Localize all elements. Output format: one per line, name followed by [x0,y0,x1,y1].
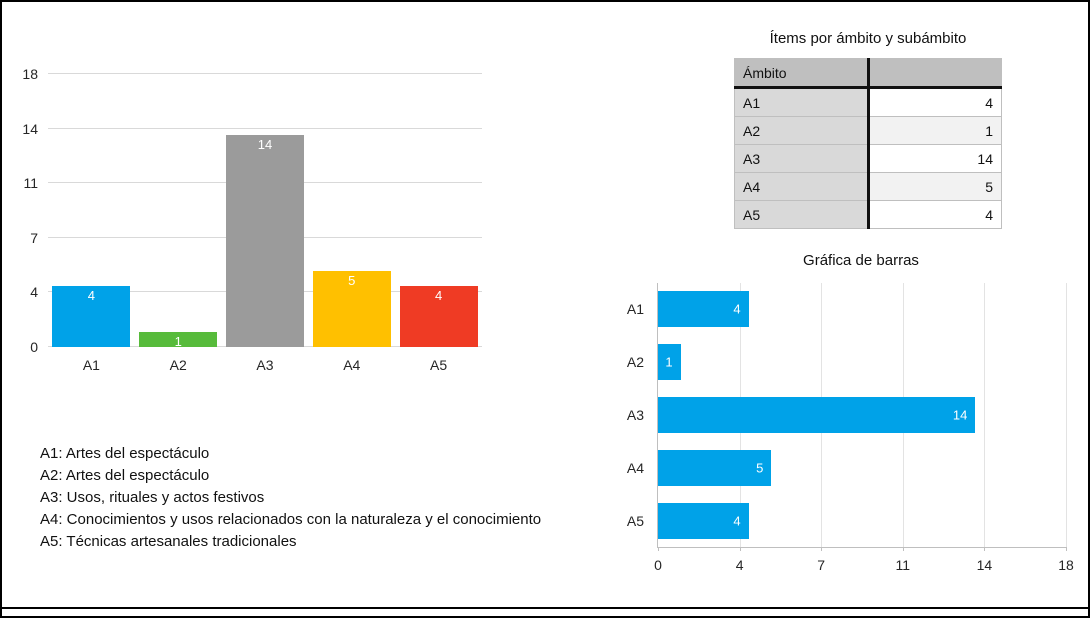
bar-slot: 4 [48,74,135,347]
table-header-row: Ámbito [734,58,1002,89]
y-axis-tick-label: 0 [30,339,38,355]
bar-row: A2 1 [627,336,1066,389]
bar-A4: 5 [312,271,391,347]
y-axis-tick-label: 11 [23,175,38,192]
bar-row: A4 5 [627,441,1066,494]
axis-tick-mark [821,547,823,551]
legend-line: A3: Usos, rituales y actos festivos [40,489,265,506]
bar-row: A5 4 [627,494,1066,547]
x-axis-category-labels: A1 A2 A3 A4 A5 [48,357,482,373]
table-cell-count: 4 [868,87,1002,117]
bar-value-label: 5 [756,460,764,476]
x-axis-tick-label: 0 [654,557,662,573]
bar-A1: 4 [658,291,749,328]
table-cell-ambito: A5 [734,200,870,229]
table-header-count [868,58,1002,89]
x-axis-tick-label: 18 [1058,557,1074,573]
horizontal-bar-chart: 0 4 7 11 14 18 A1 4 A2 1 A3 14 A4 5 A5 4 [627,283,1074,573]
bar-row: A3 14 [627,389,1066,442]
y-axis-category-label: A2 [626,354,644,371]
gridline [48,127,482,129]
y-axis-category-label: A4 [626,459,644,476]
bar-slot: 14 [222,74,309,347]
bar-A2: 1 [658,344,681,381]
y-axis-category-label: A3 [626,406,644,423]
axis-tick-mark [902,547,904,551]
bar-value-label: 5 [348,273,356,289]
horizontal-chart-title: Gráfica de barras [803,252,919,269]
table-row: A1 4 [734,87,1002,117]
table-cell-count: 1 [868,116,1002,145]
bar-row: A1 4 [627,283,1066,336]
legend-line: A2: Artes del espectáculo [40,467,210,484]
bar-value-label: 1 [174,333,182,349]
x-axis-tick-label: A5 [430,357,448,373]
bar-value-label: 4 [733,513,741,529]
bar-A4: 5 [658,449,772,486]
bottom-divider-line [2,607,1088,609]
bar-value-label: 14 [257,136,273,152]
legend-line: A1: Artes del espectáculo [40,445,210,462]
table-row: A4 5 [734,172,1002,201]
table-row: A5 4 [734,200,1002,229]
bar-A5: 4 [399,286,478,347]
y-axis-tick-label: 7 [30,229,38,246]
gridline [1066,283,1067,547]
table-cell-ambito: A3 [734,144,870,173]
bar-value-label: 1 [665,354,673,370]
bar-slot: 5 [308,74,395,347]
x-axis-tick-label: 11 [895,557,911,573]
bar-A3: 14 [225,134,304,347]
axis-tick-mark [658,547,659,551]
bar-slot: 4 [395,74,482,347]
axis-tick-mark [739,547,741,551]
bar-slot: 1 [135,74,222,349]
bar-value-label: 4 [87,288,95,304]
table-cell-ambito: A2 [734,116,870,145]
bar-A2: 1 [139,331,218,349]
bar-value-label: 4 [434,288,443,304]
bar-A1: 4 [52,286,131,347]
y-axis-category-label: A1 [626,301,644,318]
x-axis-tick-label: 7 [817,557,826,573]
bars-row: 4 1 14 5 4 [48,74,482,349]
x-axis-tick-label: A2 [169,357,187,373]
bar-A5: 4 [658,502,749,539]
axis-tick-mark [1066,547,1067,551]
bar-value-label: 4 [733,301,741,317]
table-cell-ambito: A1 [734,87,870,117]
legend-line: A4: Conocimientos y usos relacionados co… [40,511,542,528]
y-axis-tick-label: 4 [30,284,38,301]
table-row: A3 14 [734,144,1002,173]
table-cell-count: 4 [868,200,1002,229]
x-axis-tick-label: 14 [976,557,993,573]
vertical-bar-chart: 0 4 7 11 14 18 4 1 14 5 4 A1 A2 A3 A4 A5 [22,66,482,373]
items-table-title: Ítems por ámbito y subámbito [769,30,967,47]
table-row: A2 1 [734,116,1002,145]
x-axis-tick-label: A1 [82,357,100,373]
items-table: Ámbito A1 4 A2 1 A3 14 A4 5 A5 4 [734,58,1002,229]
legend-line: A5: Técnicas artesanales tradicionales [40,533,297,550]
gridline [984,283,986,547]
ambits-legend: A1: Artes del espectáculo A2: Artes del e… [40,443,640,553]
x-axis-tick-label: A4 [343,357,361,373]
y-axis-tick-label: 14 [22,120,38,137]
bars-column: A1 4 A2 1 A3 14 A4 5 A5 4 [627,283,1066,547]
bar-value-label: 14 [952,407,968,423]
table-cell-ambito: A4 [734,172,870,201]
table-cell-count: 14 [868,144,1002,173]
axis-tick-mark [984,547,986,551]
table-cell-count: 5 [868,172,1002,201]
bar-A3: 14 [658,396,976,433]
x-axis-tick-label: 4 [735,557,744,573]
table-header-ambito: Ámbito [734,58,870,89]
y-axis-tick-label: 18 [22,66,38,82]
gridline [48,73,482,74]
y-axis-category-label: A5 [626,512,644,529]
x-axis-tick-label: A3 [256,357,274,373]
